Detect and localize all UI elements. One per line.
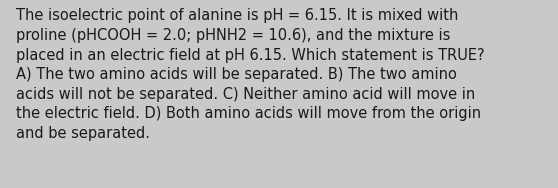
Text: The isoelectric point of alanine is pH = 6.15. It is mixed with
proline (pHCOOH : The isoelectric point of alanine is pH =… — [16, 8, 484, 141]
